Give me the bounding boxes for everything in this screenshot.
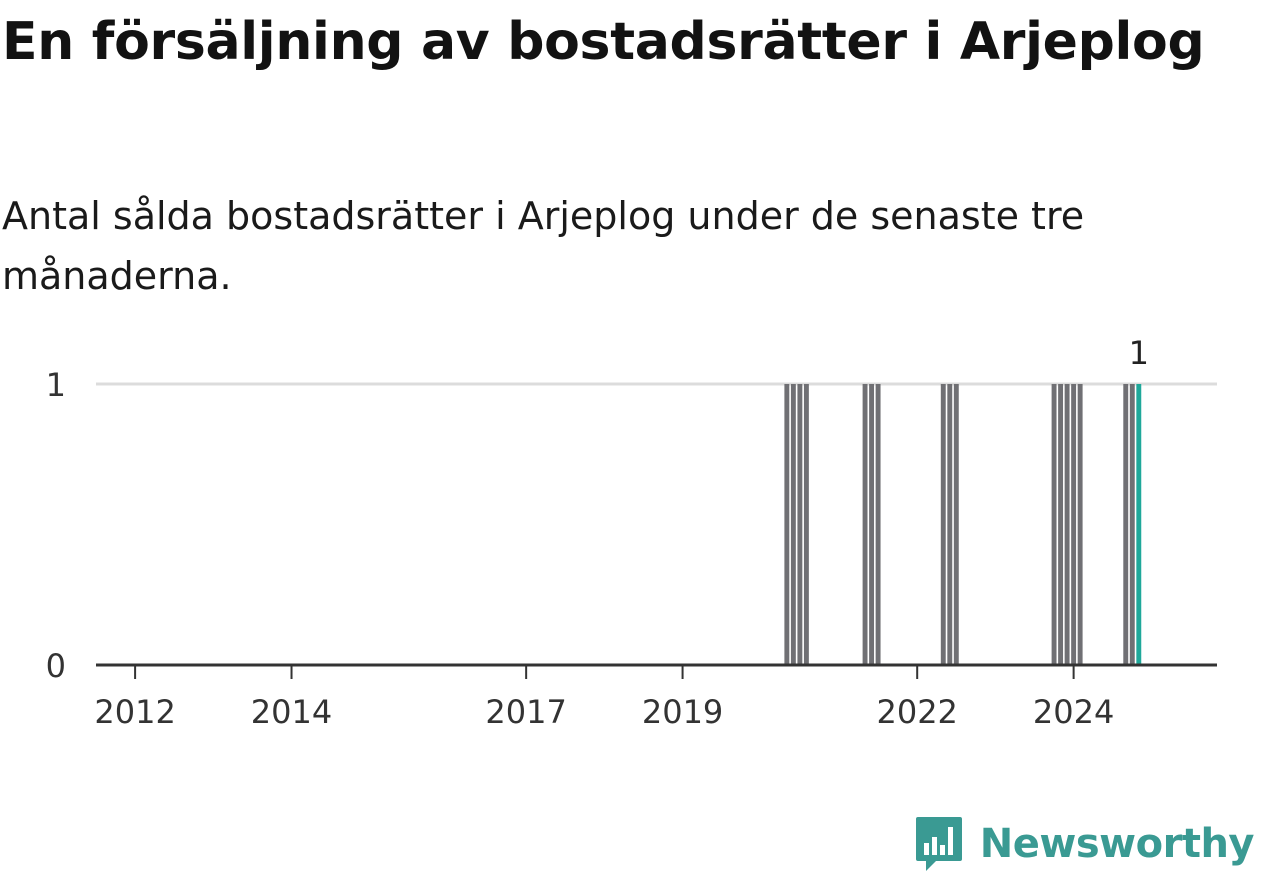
x-tick-label: 2022 [876,693,957,731]
x-tick-label: 2017 [485,693,566,731]
bar [803,384,809,665]
x-tick-label: 2024 [1033,693,1114,731]
bar [1064,384,1070,665]
bar [869,384,875,665]
chart-subtitle: Antal sålda bostadsrätter i Arjeplog und… [2,194,1085,298]
y-tick-label: 1 [46,366,66,404]
chart-title: En försäljning av bostadsrätter i Arjepl… [2,12,1205,72]
bar [1129,384,1135,665]
brand: Newsworthy [914,815,1255,873]
brand-name: Newsworthy [979,821,1255,867]
bar [1051,384,1057,665]
bar [875,384,881,665]
bar [784,384,790,665]
highlight-bar [1136,384,1142,665]
x-tick-label: 2019 [642,693,723,731]
bar [797,384,803,665]
bar [1071,384,1077,665]
data-label: 1 [1129,334,1149,372]
x-tick-label: 2012 [94,693,175,731]
bar [1077,384,1083,665]
bar [1058,384,1064,665]
bar [953,384,959,665]
bar [947,384,953,665]
bar [862,384,868,665]
bar [940,384,946,665]
newsworthy-logo-icon [915,817,962,871]
bar [790,384,796,665]
bar-chart: 0 1 2012 2014 2017 2019 2022 2024 1 [46,334,1217,731]
x-tick-label: 2014 [251,693,332,731]
y-tick-label: 0 [46,647,66,685]
bar [1123,384,1129,665]
